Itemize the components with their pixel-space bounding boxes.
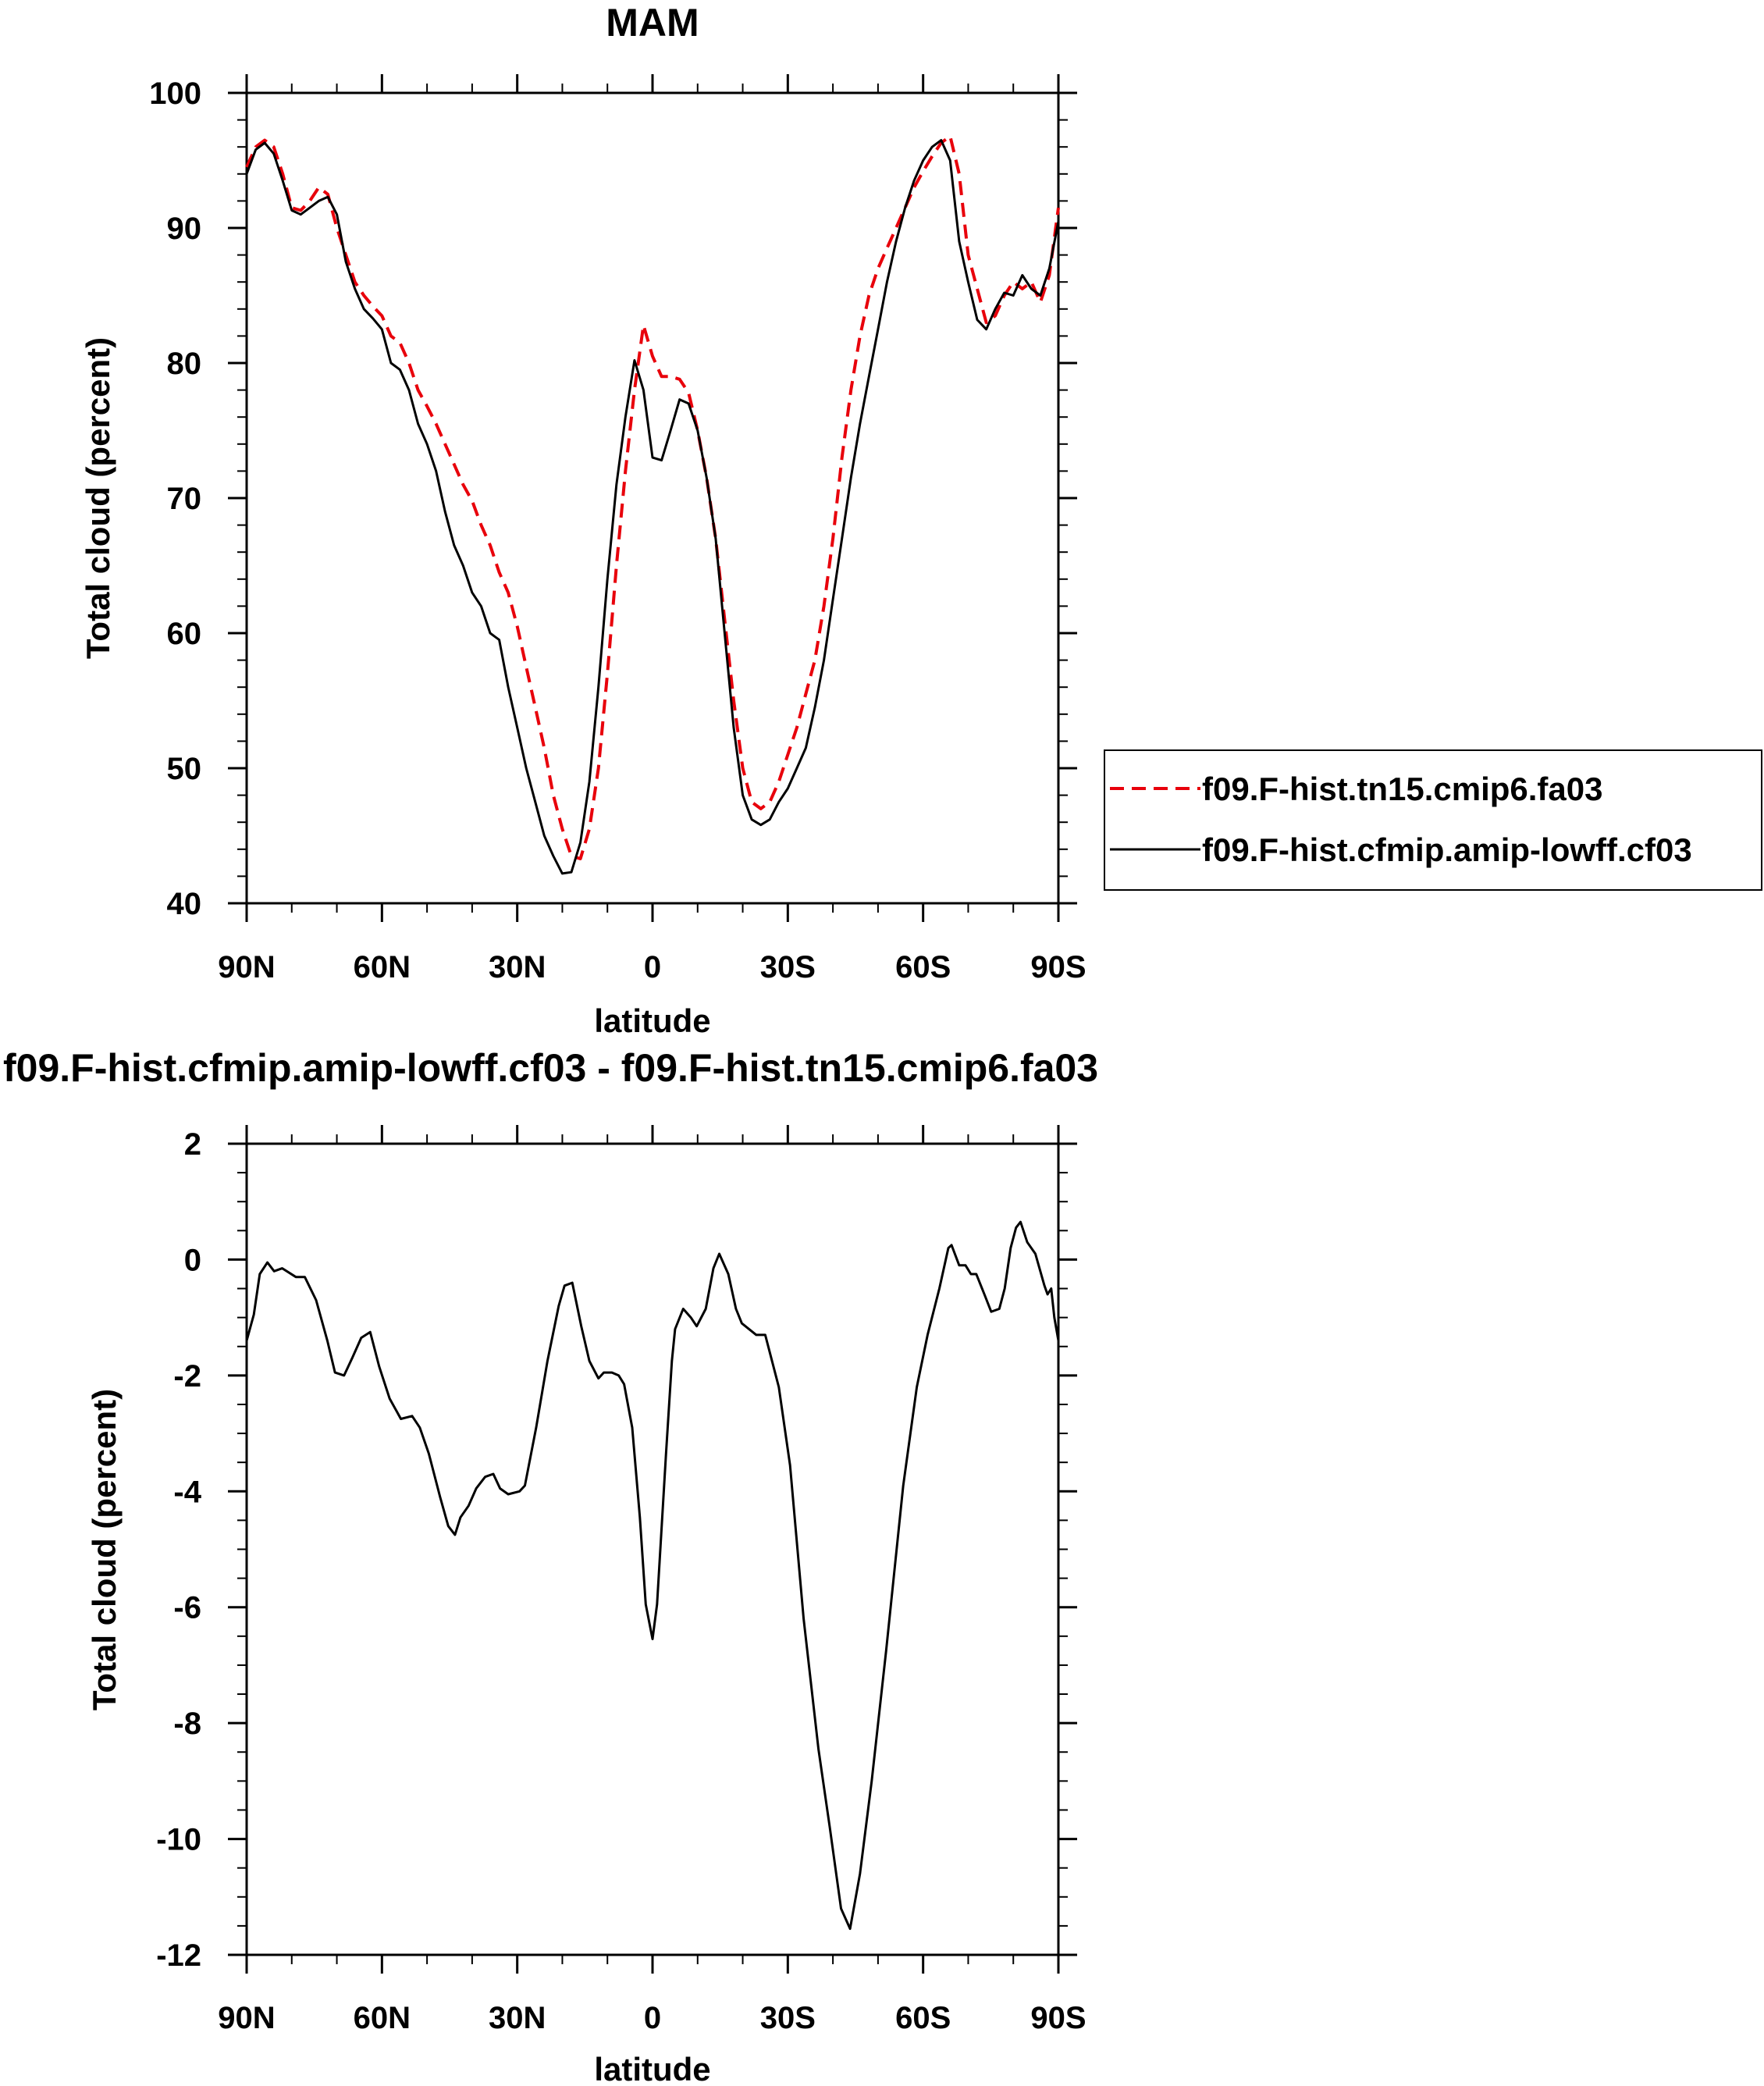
legend-label-series-2: f09.F-hist.cfmip.amip-lowff.cf03 bbox=[1202, 831, 1692, 868]
plot-2-x-tick-label: 90N bbox=[218, 2001, 275, 2035]
plot-1-x-tick-label: 30N bbox=[489, 950, 546, 984]
legend: f09.F-hist.tn15.cmip6.fa03 f09.F-hist.cf… bbox=[1104, 749, 1762, 891]
plot-2-y-tick-label: -2 bbox=[173, 1359, 201, 1394]
legend-label-series-1: f09.F-hist.tn15.cmip6.fa03 bbox=[1202, 771, 1603, 807]
plot-1-y-tick-label: 50 bbox=[167, 752, 202, 786]
plot-1-x-tick-label: 30S bbox=[760, 950, 816, 984]
plot-2-y-tick-label: 2 bbox=[184, 1127, 201, 1162]
plot-2-y-tick-label: -4 bbox=[173, 1475, 201, 1509]
plot-2-x-tick-label: 60S bbox=[895, 2001, 951, 2035]
plot-2-x-tick-label: 60N bbox=[354, 2001, 411, 2035]
plot-1-y-tick-label: 80 bbox=[167, 347, 202, 381]
plot-1-y-tick-label: 60 bbox=[167, 617, 202, 651]
plot-1-series-line-2 bbox=[245, 139, 1060, 875]
plot-2-y-tick-label: -8 bbox=[173, 1707, 201, 1741]
bottom-y-axis-label: Total cloud (percent) bbox=[86, 1389, 123, 1710]
plot-1-x-tick-label: 60N bbox=[354, 950, 411, 984]
plot-2-y-tick-label: -10 bbox=[156, 1823, 201, 1857]
legend-box bbox=[1104, 749, 1762, 891]
top-chart-title: MAM bbox=[606, 1, 699, 44]
plot-2-y-tick-label: -6 bbox=[173, 1591, 201, 1625]
plot-2-x-tick-label: 30N bbox=[489, 2001, 546, 2035]
bottom-x-axis-label: latitude bbox=[594, 2051, 710, 2086]
plot-1-y-tick-label: 100 bbox=[149, 77, 201, 111]
top-y-axis-label: Total cloud (percent) bbox=[80, 337, 116, 659]
plot-1-y-tick-label: 70 bbox=[167, 482, 202, 516]
plot-1-x-tick-label: 60S bbox=[895, 950, 951, 984]
plot-2-y-tick-label: 0 bbox=[184, 1243, 201, 1277]
plot-2-x-tick-label: 0 bbox=[644, 2001, 661, 2035]
plot-2-x-tick-label: 90S bbox=[1030, 2001, 1086, 2035]
plot-2-x-tick-label: 30S bbox=[760, 2001, 816, 2035]
plot-2-frame bbox=[245, 1142, 1060, 1956]
plot-2-y-tick-label: -12 bbox=[156, 1938, 201, 1973]
plot-1-x-tick-label: 90S bbox=[1030, 950, 1086, 984]
bottom-chart-title: f09.F-hist.cfmip.amip-lowff.cf03 - f09.F… bbox=[3, 1046, 1098, 1090]
plot-1-series-line-1 bbox=[245, 134, 1060, 860]
plot-1-x-tick-label: 0 bbox=[644, 950, 661, 984]
plot-2-series-line-1 bbox=[245, 1220, 1060, 1931]
top-x-axis-label: latitude bbox=[594, 1002, 710, 1039]
plot-1-frame bbox=[245, 91, 1060, 905]
plot-1-y-tick-label: 40 bbox=[167, 887, 202, 921]
plot-1-x-tick-label: 90N bbox=[218, 950, 275, 984]
plot-1-y-tick-label: 90 bbox=[167, 212, 202, 246]
